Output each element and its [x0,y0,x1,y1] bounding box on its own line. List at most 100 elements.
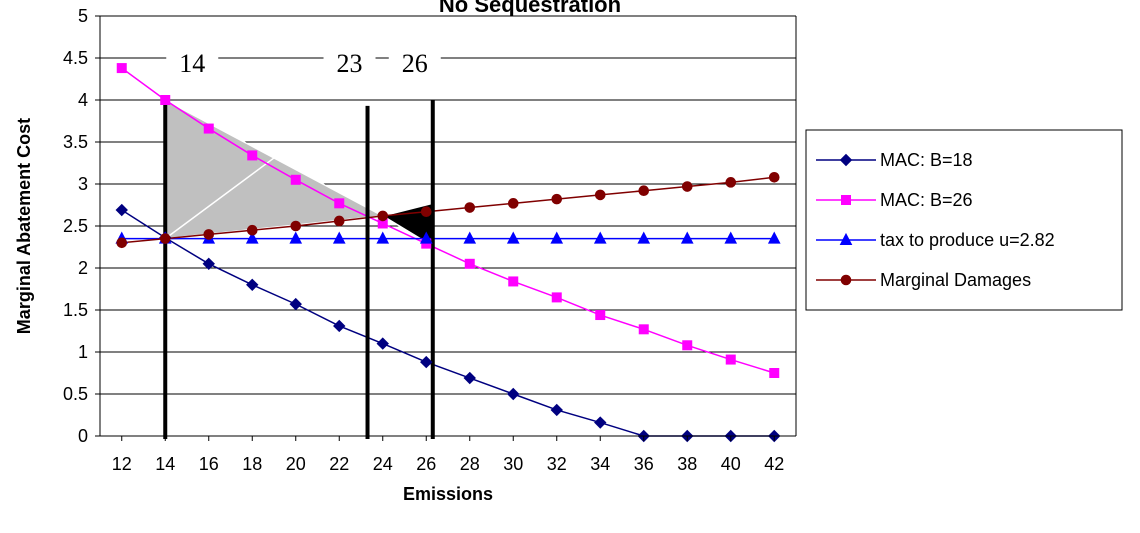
x-tick-label: 14 [155,454,175,474]
series-0-point [507,387,520,401]
series-3-point [290,220,302,232]
series-1-point [682,340,693,351]
x-tick-label: 30 [503,454,523,474]
series-2-point [289,231,303,244]
y-tick-label: 5 [78,6,88,26]
grey-triangle-inner-line [164,157,275,240]
y-tick-label: 3.5 [63,132,88,152]
series-3-point [507,198,519,209]
annotation-bg [323,44,376,78]
series-0-point [420,355,433,369]
plot-area: 14 23 26 [95,15,797,443]
annotation-bg [166,44,219,78]
annotation-bg [388,44,441,78]
series-0-point [376,337,389,350]
x-tick-label: 42 [764,454,784,474]
series-2-point [463,231,477,244]
x-tick-label: 36 [634,454,654,474]
series-2-point [550,231,564,244]
series-1-point [725,354,736,365]
series-3-point [681,181,693,192]
legend-label: Marginal Damages [880,270,1031,290]
legend: MAC: B=18 MAC: B=26 tax to produce u=2.82 M… [805,129,1123,311]
y-tick-label: 2.5 [63,216,88,236]
series-1-point [247,150,258,161]
series-0-point [202,257,215,271]
series-line-3 [121,176,775,244]
legend-swatch-marker [839,232,853,245]
series-2-point [593,231,607,244]
chart-title: No Sequestration [439,0,621,17]
series-2-point [637,231,651,244]
vertical-line-label: 14 [179,49,205,78]
series-1-point [638,324,649,335]
series-0-point [289,297,302,311]
series-3-point [246,224,258,236]
legend-swatch-marker [841,195,851,205]
series-3-point [333,215,345,227]
x-tick-label: 24 [373,454,393,474]
legend-label: MAC: B=26 [880,190,973,210]
y-tick-label: 0 [78,426,88,446]
x-tick-label: 12 [112,454,132,474]
series-3-point [594,189,606,201]
x-tick-label: 32 [547,454,567,474]
series-2-point [245,231,259,244]
series-0-point [246,278,259,292]
series-1-point [160,95,171,105]
y-tick-label: 0.5 [63,384,88,404]
series-0-point [594,416,607,429]
legend-swatch-marker [839,153,853,167]
series-3-point [551,193,563,205]
y-tick-label: 3 [78,174,88,194]
series-1-point [290,174,301,185]
vertical-lines [163,100,435,439]
legend-label: tax to produce u=2.82 [880,230,1055,250]
series-3-point [638,185,650,197]
series-3-point [768,171,780,183]
series-1-point [551,292,562,303]
series-1-point [595,310,606,321]
x-tick-label: 18 [242,454,262,474]
series-2-point [680,231,694,244]
series-3-point [116,237,128,249]
legend-swatch-marker [840,274,852,286]
x-tick-label: 38 [677,454,697,474]
series-0-point [550,403,563,417]
y-tick-label: 4.5 [63,48,88,68]
series-line-1 [121,67,775,374]
vertical-line-label: 23 [337,49,363,78]
x-tick-label: 28 [460,454,480,474]
x-tick-label: 34 [590,454,610,474]
series-2-point [506,231,520,244]
x-tick-label: 22 [329,454,349,474]
series-2-point [376,231,390,244]
series-1-point [769,368,780,378]
x-tick-label: 26 [416,454,436,474]
y-tick-label: 2 [78,258,88,278]
series-1-point [203,123,214,134]
series-markers [115,63,781,443]
legend-label: MAC: B=18 [880,150,973,170]
series-3-point [203,229,215,240]
y-tick-label: 1.5 [63,300,88,320]
x-axis-title: Emissions [403,484,493,504]
series-2-point [724,231,738,244]
series-1-point [334,198,345,209]
x-tick-label: 40 [721,454,741,474]
x-tick-label: 16 [199,454,219,474]
series-1-point [116,63,127,74]
x-tick-label: 20 [286,454,306,474]
series-2-point [419,231,433,244]
series-3-point [377,210,389,222]
annotations: 14 23 26 [166,44,441,78]
y-tick-labels: 0 0.5 1 1.5 2 2.5 3 3.5 4 4.5 5 [63,6,88,446]
x-tick-labels: 12 14 16 18 20 22 24 26 28 30 32 34 36 38 40 42 [112,454,785,474]
series-0-point [463,371,476,385]
series-1-point [464,258,475,269]
series-3-point [725,177,737,188]
series-3-point [159,233,171,244]
series-2-point [332,231,346,244]
series-3-point [420,206,432,218]
